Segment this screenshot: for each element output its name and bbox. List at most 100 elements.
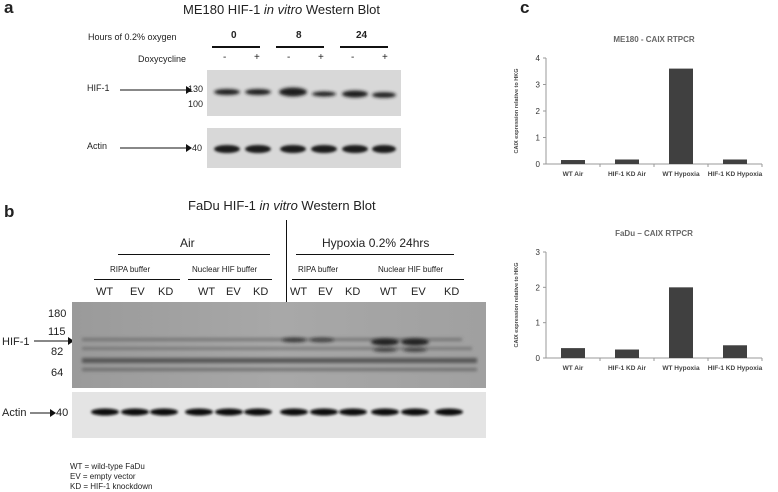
panel-b-title-italic: in vitro: [259, 198, 298, 213]
buffer-air-ripa: RIPA buffer: [110, 265, 151, 274]
bar: [723, 345, 747, 358]
panel-b-title-pre: FaDu HIF-1: [188, 198, 260, 213]
chart-ylabel: CAIX expression relative to HKG: [514, 263, 520, 348]
x-tick-label: WT Air: [563, 365, 584, 372]
hour-24: 24: [356, 30, 368, 41]
lane-label: KD: [444, 286, 460, 298]
x-tick-label: HIF-1 KD Air: [608, 171, 647, 178]
bar: [669, 68, 693, 164]
y-tick-label: 1: [536, 319, 541, 328]
hours-label: Hours of 0.2% oxygen: [88, 32, 177, 42]
y-tick-label: 0: [536, 160, 541, 169]
panel-b-title-post: Western Blot: [297, 198, 376, 213]
lane-label: KD: [158, 286, 174, 298]
y-tick-label: 2: [536, 107, 541, 116]
y-tick-label: 3: [536, 248, 541, 257]
panel-b-hif-arrow: [34, 337, 74, 345]
hypoxia-bracket: [296, 254, 454, 255]
panel-a-actin-label: Actin: [87, 141, 108, 151]
mw-180: 180: [48, 308, 67, 320]
panel-a-hif-label: HIF-1: [87, 83, 110, 93]
panel-b-mw-40: 40: [56, 407, 69, 419]
dox-label: Doxycycline: [138, 54, 187, 64]
legend-wt: WT = wild-type FaDu: [70, 462, 145, 471]
bar: [561, 348, 585, 358]
lane-label: WT: [290, 286, 308, 298]
panel-a-actin-arrow: [120, 144, 192, 152]
lane-label: KD: [345, 286, 361, 298]
buffer-hyp-nuclear-line: [370, 279, 464, 280]
hypoxia-label: Hypoxia 0.2% 24hrs: [322, 236, 430, 250]
y-tick-label: 2: [536, 283, 541, 292]
bar: [669, 287, 693, 358]
legend-ev: EV = empty vector: [70, 472, 136, 481]
air-bracket: [118, 254, 270, 255]
mw-64: 64: [51, 367, 64, 379]
panel-a-letter: a: [4, 0, 14, 17]
x-tick-label: WT Hypoxia: [662, 171, 700, 178]
panel-b-title: FaDu HIF-1 in vitro Western Blot: [188, 198, 376, 213]
bar: [615, 159, 639, 164]
chart-title: FaDu – CAIX RTPCR: [615, 229, 693, 238]
hour-24-bracket: [340, 46, 388, 48]
hour-8-bracket: [276, 46, 324, 48]
bar: [561, 160, 585, 164]
panel-b-hif-blot: [72, 302, 486, 388]
lane-label: WT: [198, 286, 216, 298]
y-tick-label: 3: [536, 81, 541, 90]
panel-c-letter: c: [520, 0, 530, 17]
lane-label: EV: [226, 286, 241, 298]
buffer-hyp-nuclear: Nuclear HIF buffer: [378, 265, 444, 274]
hour-0: 0: [231, 30, 237, 41]
y-tick-label: 1: [536, 134, 541, 143]
panel-a-title-italic: in vitro: [263, 2, 303, 17]
x-tick-label: HIF-1 KD Hypoxia: [708, 365, 763, 372]
bar: [723, 159, 747, 164]
buffer-air-ripa-line: [94, 279, 180, 280]
panel-a-actin-blot: [207, 128, 401, 168]
x-tick-label: HIF-1 KD Hypoxia: [708, 171, 763, 178]
dox-sign-5: -: [351, 52, 355, 63]
chart-fadu: FaDu – CAIX RTPCR CAIX expression relativ…: [514, 229, 763, 372]
air-label: Air: [180, 236, 195, 250]
panel-b-actin-arrow: [30, 409, 56, 417]
lane-label: KD: [253, 286, 269, 298]
panel-a-title: ME180 HIF-1 in vitro Western Blot: [183, 2, 380, 17]
buffer-air-nuclear: Nuclear HIF buffer: [192, 265, 258, 274]
panel-b-letter: b: [4, 202, 15, 221]
mw-100: 100: [188, 99, 204, 109]
panel-b-actin-label: Actin: [2, 407, 27, 419]
dox-sign-4: +: [318, 52, 324, 63]
buffer-hyp-ripa-line: [292, 279, 372, 280]
x-tick-label: WT Air: [563, 171, 584, 178]
panel-a-hif-blot: [207, 70, 401, 116]
panel-a-mw-40: 40: [192, 143, 203, 153]
dox-sign-1: -: [223, 52, 227, 63]
lane-label: EV: [130, 286, 145, 298]
y-tick-label: 0: [536, 354, 541, 363]
x-tick-label: HIF-1 KD Air: [608, 365, 647, 372]
lane-label: EV: [318, 286, 333, 298]
hour-0-bracket: [212, 46, 260, 48]
chart-me180: ME180 - CAIX RTPCR CAIX expression relati…: [514, 35, 763, 178]
x-tick-label: WT Hypoxia: [662, 365, 700, 372]
dox-sign-3: -: [287, 52, 291, 63]
buffer-hyp-ripa: RIPA buffer: [298, 265, 339, 274]
panel-b-actin-blot: [72, 392, 486, 438]
hour-8: 8: [296, 30, 302, 41]
bar: [615, 349, 639, 358]
dox-sign-2: +: [254, 52, 260, 63]
chart-ylabel: CAIX expression relative to HKG: [514, 69, 520, 154]
panel-a-title-post: Western Blot: [302, 2, 381, 17]
buffer-air-nuclear-line: [188, 279, 272, 280]
lane-label: WT: [96, 286, 114, 298]
panel-a-title-pre: ME180 HIF-1: [183, 2, 264, 17]
lane-label: WT: [380, 286, 398, 298]
mw-82: 82: [51, 346, 64, 358]
panel-a-hif-arrow: [120, 86, 192, 94]
mw-115: 115: [48, 326, 66, 338]
y-tick-label: 4: [536, 54, 541, 63]
lane-label: EV: [411, 286, 426, 298]
legend-kd: KD = HIF-1 knockdown: [70, 482, 153, 491]
dox-sign-6: +: [382, 52, 388, 63]
